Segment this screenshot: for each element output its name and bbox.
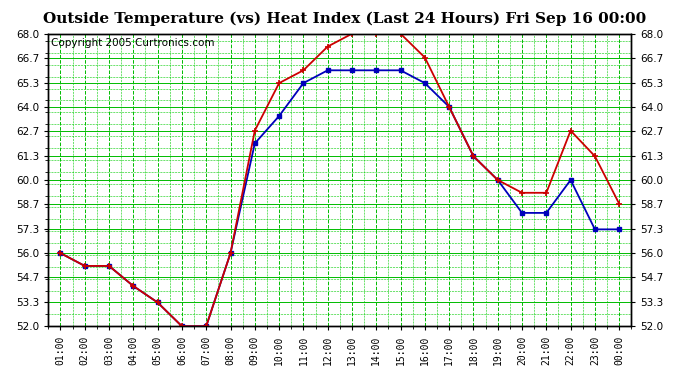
Text: Copyright 2005 Curtronics.com: Copyright 2005 Curtronics.com: [51, 38, 215, 48]
Text: Outside Temperature (vs) Heat Index (Last 24 Hours) Fri Sep 16 00:00: Outside Temperature (vs) Heat Index (Las…: [43, 11, 647, 26]
